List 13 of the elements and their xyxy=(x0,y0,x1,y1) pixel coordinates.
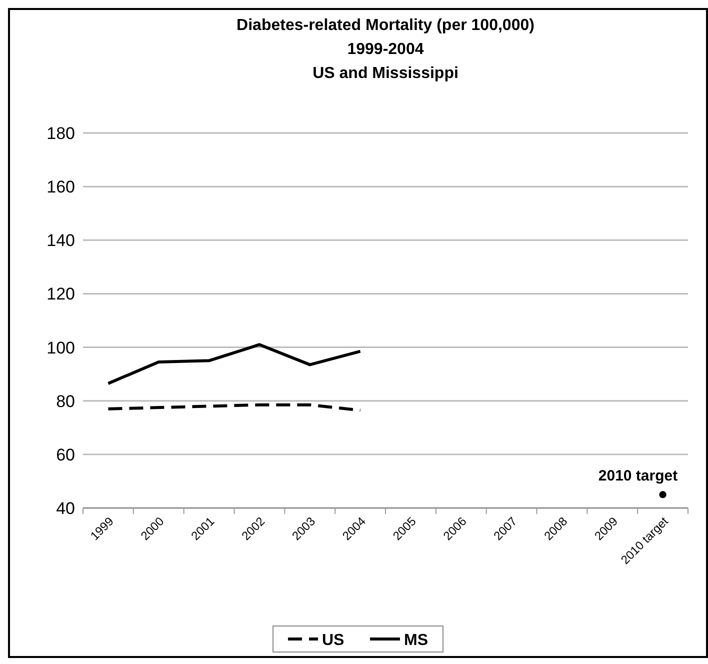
annotation: 2010 target xyxy=(598,468,678,485)
line-series xyxy=(106,343,362,385)
y-tick-label: 120 xyxy=(46,284,75,304)
y-tick-label: 180 xyxy=(46,124,75,143)
y-tick-label: 40 xyxy=(56,499,75,518)
legend-label: MS xyxy=(404,632,428,649)
y-tick-label: 80 xyxy=(56,392,75,411)
chart-title: Diabetes-related Mortality (per 100,000) 1999-2004 US and Mississippi xyxy=(236,17,534,82)
y-tick-label: 140 xyxy=(46,231,75,250)
legend-label: US xyxy=(322,632,345,649)
y-tick-label: 160 xyxy=(46,178,75,197)
y-tick-label: 60 xyxy=(56,445,75,464)
y-tick-label: 100 xyxy=(46,338,75,358)
